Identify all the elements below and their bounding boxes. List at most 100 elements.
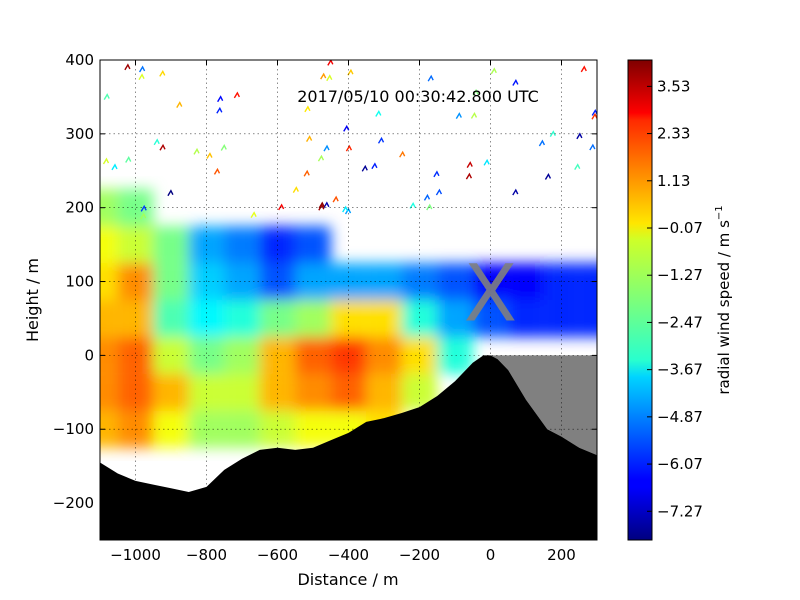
wind-cell xyxy=(153,226,189,264)
noise-speck xyxy=(278,203,285,211)
noise-speck xyxy=(217,95,224,103)
noise-speck xyxy=(580,65,587,73)
wind-cell xyxy=(508,300,544,337)
chart-title: 2017/05/10 00:30:42.800 UTC xyxy=(297,87,539,106)
noise-speck xyxy=(427,74,434,82)
colorbar-tick-label: 1.13 xyxy=(657,172,690,190)
y-tick-label: 400 xyxy=(65,51,94,69)
terrain-shadow xyxy=(483,355,597,540)
plot-area: X xyxy=(100,60,597,540)
noise-speck xyxy=(317,154,325,162)
wind-cell xyxy=(579,300,597,337)
noise-speck xyxy=(591,112,597,120)
noise-speck xyxy=(138,65,146,73)
noise-speck xyxy=(103,93,110,100)
colorbar-ticks: 3.53 2.33 1.13 −0.07 −1.27 −2.47 −3.67 −4.87 −6.… xyxy=(647,77,703,520)
noise-speck xyxy=(343,124,350,132)
colorbar-tick-label: −7.27 xyxy=(657,502,703,520)
wind-cell xyxy=(259,373,296,411)
x-axis-label: Distance / m xyxy=(297,570,398,589)
noise-speck xyxy=(326,74,333,82)
noise-speck xyxy=(512,188,519,196)
noise-speck xyxy=(345,144,353,152)
noise-speck xyxy=(216,106,223,114)
y-tick-label: 300 xyxy=(65,125,94,143)
y-axis-label: Height / m xyxy=(23,258,42,342)
noise-speck xyxy=(206,152,213,159)
noise-speck xyxy=(124,63,131,71)
wind-cell xyxy=(224,300,260,337)
noise-speck xyxy=(433,170,440,178)
noise-speck xyxy=(305,135,313,142)
x-tick-label: −400 xyxy=(328,546,369,564)
x-tick-label: −600 xyxy=(257,546,298,564)
noise-speck xyxy=(250,211,257,219)
noise-speck xyxy=(538,139,546,147)
wind-cell xyxy=(117,373,154,411)
noise-speck xyxy=(483,158,490,166)
colorbar-tick-label: −0.07 xyxy=(657,219,703,237)
wind-cell xyxy=(295,226,331,264)
noise-speck xyxy=(220,144,227,151)
noise-speck xyxy=(342,205,349,213)
noise-speck xyxy=(318,203,325,211)
noise-speck xyxy=(544,173,552,180)
wind-cell xyxy=(153,300,189,337)
wind-cell xyxy=(366,373,402,411)
wind-cell xyxy=(295,373,331,411)
wind-cell xyxy=(295,300,331,337)
y-tick-label: 100 xyxy=(65,273,94,291)
colorbar-tick-label: −2.47 xyxy=(657,313,703,331)
colorbar: 3.53 2.33 1.13 −0.07 −1.27 −2.47 −3.67 −4.87 −6.… xyxy=(627,59,733,541)
noise-speck xyxy=(327,60,334,66)
noise-speck xyxy=(435,188,443,196)
colorbar-tick-label: −3.67 xyxy=(657,361,703,379)
noise-speck xyxy=(140,212,147,220)
wind-cell xyxy=(188,336,225,374)
colorbar-tick-label: 2.33 xyxy=(657,125,690,143)
x-tick-label: 200 xyxy=(547,546,576,564)
noise-speck xyxy=(193,147,200,155)
noise-speck xyxy=(125,156,132,163)
y-tick-label: −100 xyxy=(53,420,94,438)
noise-speck xyxy=(153,138,160,146)
noise-speck xyxy=(423,193,431,201)
noise-speck xyxy=(470,111,478,119)
noise-speck xyxy=(102,157,110,165)
wind-cell xyxy=(100,189,118,227)
noise-speck xyxy=(213,167,221,175)
noise-speck xyxy=(332,195,339,203)
noise-speck xyxy=(371,162,378,170)
noise-speck xyxy=(377,136,385,144)
y-tick-label: 0 xyxy=(84,346,94,364)
y-tick-label: −200 xyxy=(53,494,94,512)
noise-speck xyxy=(347,68,354,76)
noise-speck xyxy=(320,72,327,80)
noise-speck xyxy=(409,201,416,209)
noise-speck xyxy=(576,132,583,140)
grid-lines xyxy=(100,60,597,540)
noise-speck xyxy=(176,101,183,108)
wind-cell xyxy=(188,373,225,411)
noise-speck xyxy=(323,144,330,152)
noise-speck xyxy=(159,143,166,151)
sparse-noise-returns xyxy=(102,60,597,220)
noise-speck xyxy=(426,203,433,211)
noise-speck xyxy=(318,201,325,209)
x-tick-label: 0 xyxy=(486,546,496,564)
wind-cell xyxy=(366,300,402,337)
noise-speck xyxy=(138,73,145,81)
colorbar-tick-label: −1.27 xyxy=(657,266,703,284)
x-tick-label: −200 xyxy=(399,546,440,564)
noise-speck xyxy=(233,91,240,99)
noise-speck xyxy=(490,67,497,75)
noise-speck xyxy=(455,112,462,119)
noise-speck xyxy=(159,69,166,77)
x-tick-label: −800 xyxy=(186,546,227,564)
wind-cell xyxy=(153,373,189,411)
wind-cell xyxy=(100,300,118,337)
noise-speck xyxy=(111,163,118,171)
wind-cell xyxy=(100,226,118,264)
colorbar-tick-label: −4.87 xyxy=(657,408,703,426)
